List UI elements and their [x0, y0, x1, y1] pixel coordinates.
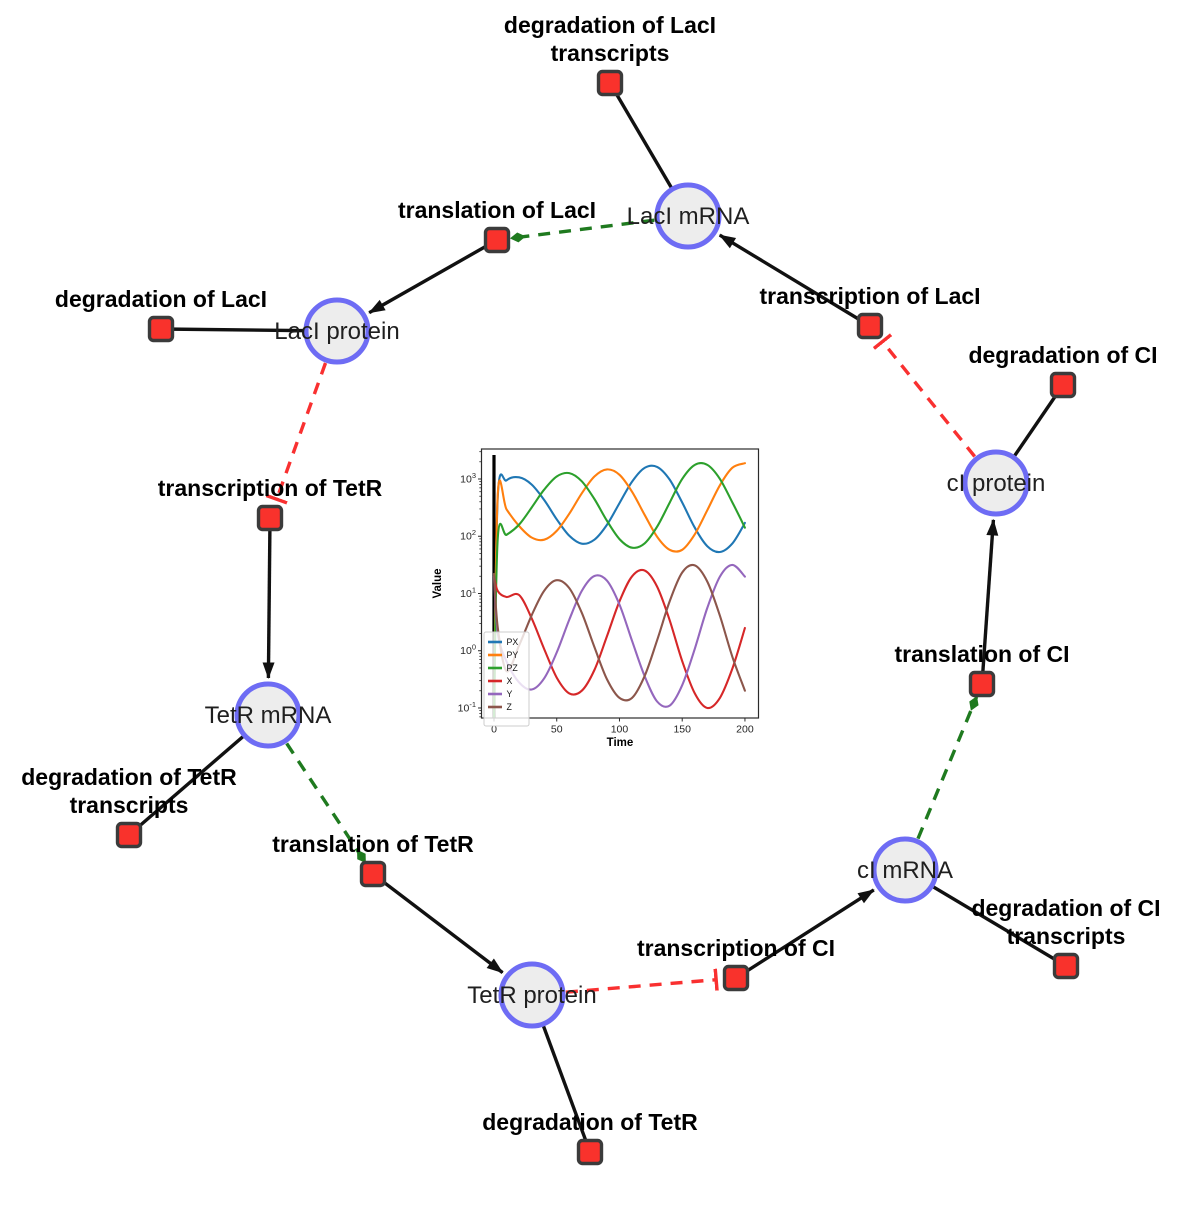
chart-series-PY	[492, 462, 746, 718]
reaction-node-deg-ci[interactable]	[1049, 371, 1077, 399]
chart-y-tick-label-1e1: 101	[460, 585, 476, 600]
chart-series-PZ	[492, 462, 746, 718]
chart-series-X	[492, 568, 746, 710]
reaction-label-transl-tetr: translation of TetR	[272, 831, 474, 857]
chart-legend: PX PY PZ XYZ	[483, 631, 530, 727]
reaction-label-deg-ci-tx: degradation of CI	[971, 895, 1160, 921]
chart-legend-label-Y: Y	[507, 689, 513, 699]
reaction-node-transl-ci[interactable]	[968, 670, 996, 698]
species-node-tetr-protein[interactable]	[498, 961, 566, 1029]
species-node-laci-mrna[interactable]	[654, 182, 722, 250]
chart-series-Z	[492, 563, 746, 702]
species-label-tetr-protein: TetR protein	[467, 982, 596, 1009]
reaction-label-deg-ci-tx: transcripts	[1007, 923, 1126, 949]
reaction-label-deg-laci-tx: transcripts	[551, 40, 670, 66]
chart-legend-label-PX: PX	[507, 637, 519, 647]
reaction-node-txn-laci[interactable]	[856, 312, 884, 340]
species-label-tetr-mrna: TetR mRNA	[205, 702, 332, 729]
reaction-node-deg-laci-tx[interactable]	[596, 69, 624, 97]
reaction-node-deg-ci-tx[interactable]	[1052, 952, 1080, 980]
reaction-label-txn-tetr: transcription of TetR	[158, 475, 383, 501]
chart-x-axis-label: Time	[607, 737, 634, 749]
species-label-ci-protein: cI protein	[947, 470, 1046, 497]
chart-x-tick-label-200: 200	[736, 724, 754, 736]
edge-production-txn-tetr-to-tetr-mrna	[262, 517, 275, 679]
reaction-label-txn-laci: transcription of LacI	[759, 283, 980, 309]
edge-production-txn-laci-to-laci-mrna	[718, 233, 871, 328]
reaction-node-transl-tetr[interactable]	[359, 860, 387, 888]
chart-y-tick-label-1e2: 102	[460, 528, 476, 543]
reaction-label-deg-ci: degradation of CI	[968, 342, 1157, 368]
reaction-node-txn-tetr[interactable]	[256, 504, 284, 532]
reaction-label-deg-laci-tx: degradation of LacI	[504, 12, 716, 38]
species-node-ci-mrna[interactable]	[871, 836, 939, 904]
reaction-node-txn-ci[interactable]	[722, 964, 750, 992]
species-label-laci-mrna: LacI mRNA	[627, 203, 750, 230]
chart-legend-label-PZ: PZ	[507, 663, 519, 673]
chart-y-axis-label: Value	[432, 568, 444, 598]
edge-production-txn-ci-to-ci-mrna	[735, 888, 875, 980]
labels-layer: degradation of LacItranscriptstranslatio…	[21, 12, 1160, 1135]
chart-x-tick-label-150: 150	[673, 724, 691, 736]
chart-y-tick-label-1e0: 100	[460, 643, 476, 658]
reaction-label-deg-tetr: degradation of TetR	[482, 1109, 698, 1135]
species-node-laci-protein[interactable]	[303, 297, 371, 365]
species-node-ci-protein[interactable]	[962, 449, 1030, 517]
chart-y-tick-label-1e3: 103	[460, 471, 476, 486]
reaction-node-transl-laci[interactable]	[483, 226, 511, 254]
reaction-node-deg-laci[interactable]	[147, 315, 175, 343]
edge-modifier-laci-mrna-to-transl-laci	[509, 218, 655, 243]
chart-spines	[480, 448, 760, 719]
edge-production-transl-tetr-to-tetr-protein	[371, 872, 504, 974]
edge-inhibition-tetr-protein-to-txn-ci	[565, 968, 719, 994]
chart-series-PX	[492, 464, 746, 718]
reaction-nodes-layer	[115, 69, 1080, 1166]
chart-legend-label-X: X	[507, 676, 513, 686]
reaction-label-deg-tetr-tx: transcripts	[70, 792, 189, 818]
edge-modifier-tetr-mrna-to-transl-tetr	[285, 742, 367, 864]
reaction-node-deg-tetr-tx[interactable]	[115, 821, 143, 849]
edge-inhibition-ci-protein-to-txn-laci	[872, 333, 977, 458]
reaction-label-deg-tetr-tx: degradation of TetR	[21, 764, 237, 790]
species-node-tetr-mrna[interactable]	[234, 681, 302, 749]
chart-x-tick-label-50: 50	[551, 724, 563, 736]
reaction-label-transl-ci: translation of CI	[894, 641, 1069, 667]
species-label-laci-protein: LacI protein	[274, 318, 399, 345]
chart-legend-label-PY: PY	[507, 650, 519, 660]
reaction-node-deg-tetr[interactable]	[576, 1138, 604, 1166]
species-label-ci-mrna: cI mRNA	[857, 857, 953, 884]
chart-y-tick-label-1e-1: 10-1	[458, 700, 476, 715]
edge-inhibition-laci-protein-to-txn-tetr	[265, 362, 328, 505]
chart-x-tick-label-100: 100	[611, 724, 629, 736]
chart-legend-label-Z: Z	[507, 702, 513, 712]
reaction-label-deg-laci: degradation of LacI	[55, 286, 267, 312]
inset-chart: 0 50 100 150 20010310210110010-1TimeValuePXP…	[432, 448, 760, 749]
edge-modifier-ci-mrna-to-transl-ci	[916, 695, 979, 840]
reaction-label-transl-laci: translation of LacI	[398, 197, 596, 223]
chart-x-tick-label-0: 0	[491, 724, 497, 736]
species-nodes-layer	[234, 182, 1030, 1029]
reaction-label-txn-ci: transcription of CI	[637, 935, 835, 961]
edge-production-transl-ci-to-ci-protein	[980, 518, 999, 685]
edge-production-transl-laci-to-laci-protein	[368, 238, 498, 315]
